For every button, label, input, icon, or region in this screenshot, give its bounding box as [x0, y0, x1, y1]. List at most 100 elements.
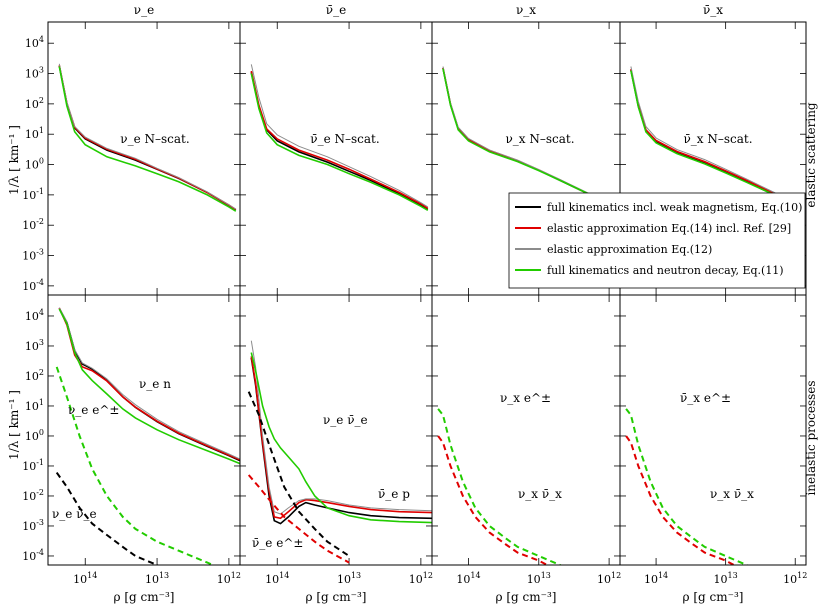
panel-r0-c1: ν̄_e N–scat.	[239, 21, 433, 296]
y-tick-label: 103	[25, 66, 44, 81]
annotation-0: ν_x e^±	[500, 391, 551, 405]
y-tick-label: 10-2	[22, 488, 44, 503]
annotation-0: ν_e ν̄_e	[323, 413, 368, 427]
annotation-2: ν̄_e e^±	[252, 536, 303, 550]
panel-r0-c0: 104 103 102 101 100 10-1 10-2 10-3 10-4 ν_e N–sca…	[22, 21, 241, 296]
annotation-1: ν_x ν̄_x	[518, 487, 562, 501]
legend-label-3: full kinematics and neutron decay, Eq.(1…	[547, 264, 784, 277]
y-tick-label: 101	[25, 398, 44, 413]
series-line-1	[625, 435, 737, 565]
y-tick-label: 104	[25, 308, 44, 323]
series-group	[250, 64, 429, 211]
annotation-0: ν̄_x e^±	[680, 391, 731, 405]
legend-label-1: elastic approximation Eq.(14) incl. Ref.…	[547, 222, 791, 235]
panel-r1-c1: 1014 1013 1012 ρ [g cm⁻³] ν_e ν̄_e ν̄_e p ν̄_e…	[239, 294, 433, 604]
series-line-3	[58, 308, 240, 465]
x-tick-label: 1014	[644, 571, 668, 586]
panel-frame	[47, 294, 241, 566]
column-title-3: ν̄_x	[703, 3, 723, 17]
y-tick-label: 10-1	[22, 458, 44, 473]
series-line-5	[247, 474, 350, 564]
ylabel-top: 1/λ [ km⁻¹ ]	[7, 125, 21, 195]
panel-frame	[47, 21, 241, 296]
annotation-0: ν_e N–scat.	[120, 132, 189, 146]
y-tick-label: 100	[25, 428, 44, 443]
series-line-5	[55, 472, 160, 565]
series-line-3	[250, 352, 432, 524]
series-line-2	[58, 63, 237, 210]
panel-frame	[619, 294, 807, 566]
x-tick-label: 1013	[714, 571, 738, 586]
series-group	[55, 307, 240, 565]
annotation-2: ν_e ν̄_e	[52, 507, 97, 521]
x-axis-label: ρ [g cm⁻³]	[683, 590, 744, 604]
legend-box	[508, 192, 806, 289]
x-axis-label: ρ [g cm⁻³]	[496, 590, 557, 604]
row-label-inelastic: inelastic processes	[804, 380, 818, 495]
x-tick-label: 1012	[783, 571, 807, 586]
plot-area: ν_e ν̄_e ν_x ν̄_x 104 103 102 101 100 10-1 10-2 10-…	[22, 3, 807, 604]
x-axis-label: ρ [g cm⁻³]	[306, 590, 367, 604]
y-tick-label: 10-3	[22, 518, 44, 533]
x-tick-label: 1012	[597, 571, 621, 586]
series-line-4	[55, 366, 216, 565]
series-line-3	[250, 73, 429, 211]
x-tick-label: 1014	[456, 571, 480, 586]
row-label-elastic: elastic scattering	[804, 102, 818, 208]
y-tick-label: 104	[25, 35, 44, 50]
y-tick-label: 102	[25, 368, 44, 383]
series-line-2	[250, 64, 429, 208]
series-line-3	[58, 66, 237, 212]
series-line-2	[250, 340, 432, 515]
column-title-0: ν_e	[134, 3, 154, 17]
legend-label-2: elastic approximation Eq.(12)	[547, 243, 712, 256]
annotation-0: ν̄_x N–scat.	[683, 132, 752, 146]
y-tick-label: 10-2	[22, 217, 44, 232]
x-tick-label: 1012	[217, 571, 241, 586]
y-tick-label: 10-4	[22, 548, 44, 563]
annotation-1: ν̄_e p	[378, 487, 410, 501]
ylabel-bottom: 1/λ [ km⁻¹ ]	[7, 390, 21, 460]
column-title-1: ν̄_e	[326, 3, 346, 17]
y-tick-label: 10-4	[22, 278, 44, 293]
panel-frame	[239, 21, 433, 296]
x-tick-label: 1013	[527, 571, 551, 586]
series-line-1	[250, 70, 429, 209]
y-tick-label: 102	[25, 96, 44, 111]
x-tick-label: 1014	[265, 571, 289, 586]
series-line-0	[437, 408, 563, 565]
series-group	[58, 63, 237, 212]
annotation-0: ν_x N–scat.	[505, 132, 574, 146]
series-group	[247, 340, 432, 564]
series-line-0	[625, 408, 750, 565]
series-group	[625, 408, 750, 565]
y-tick-label: 100	[25, 157, 44, 172]
y-tick-label: 10-3	[22, 248, 44, 263]
x-axis-label: ρ [g cm⁻³]	[114, 590, 175, 604]
series-line-1	[437, 435, 550, 565]
legend: full kinematics incl. weak magnetism, Eq…	[508, 192, 806, 289]
x-tick-label: 1013	[145, 571, 169, 586]
x-tick-label: 1014	[73, 571, 97, 586]
legend-label-0: full kinematics incl. weak magnetism, Eq…	[547, 201, 802, 214]
y-tick-label: 101	[25, 126, 44, 141]
series-group	[437, 408, 563, 565]
x-tick-label: 1012	[409, 571, 433, 586]
panel-frame	[239, 294, 433, 566]
panel-r1-c0: 104 103 102 101 100 10-1 10-2 10-3 10-4 1014 1013 1…	[22, 294, 241, 604]
annotation-1: ν_x ν̄_x	[710, 487, 754, 501]
annotation-0: ν̄_e N–scat.	[310, 132, 379, 146]
panel-frame	[431, 294, 621, 566]
series-line-1	[58, 307, 240, 461]
annotation-1: ν_e e^±	[68, 403, 119, 417]
annotation-0: ν_e n	[139, 377, 171, 391]
column-title-2: ν_x	[516, 3, 536, 17]
series-line-1	[250, 356, 432, 520]
panel-r1-c2: 1014 1013 1012 ρ [g cm⁻³] ν_x e^± ν_x ν̄_x	[431, 294, 621, 604]
y-tick-label: 10-1	[22, 187, 44, 202]
x-tick-label: 1013	[337, 571, 361, 586]
series-line-4	[247, 391, 350, 557]
y-tick-label: 103	[25, 338, 44, 353]
panel-r1-c3: 1014 1013 1012 ρ [g cm⁻³] ν̄_x e^± ν_x ν̄_x	[619, 294, 807, 604]
